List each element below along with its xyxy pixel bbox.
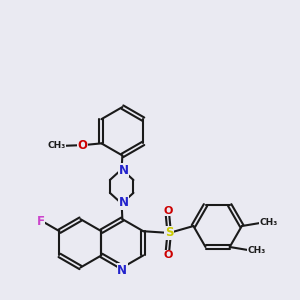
Text: N: N xyxy=(118,164,128,177)
Text: CH₃: CH₃ xyxy=(48,141,66,150)
Text: F: F xyxy=(36,215,44,228)
Text: CH₃: CH₃ xyxy=(248,246,266,255)
Text: O: O xyxy=(164,250,173,260)
Text: S: S xyxy=(165,226,173,239)
Text: N: N xyxy=(118,196,128,209)
Text: N: N xyxy=(117,264,128,277)
Text: O: O xyxy=(164,206,173,216)
Text: O: O xyxy=(77,139,87,152)
Text: CH₃: CH₃ xyxy=(260,218,278,227)
